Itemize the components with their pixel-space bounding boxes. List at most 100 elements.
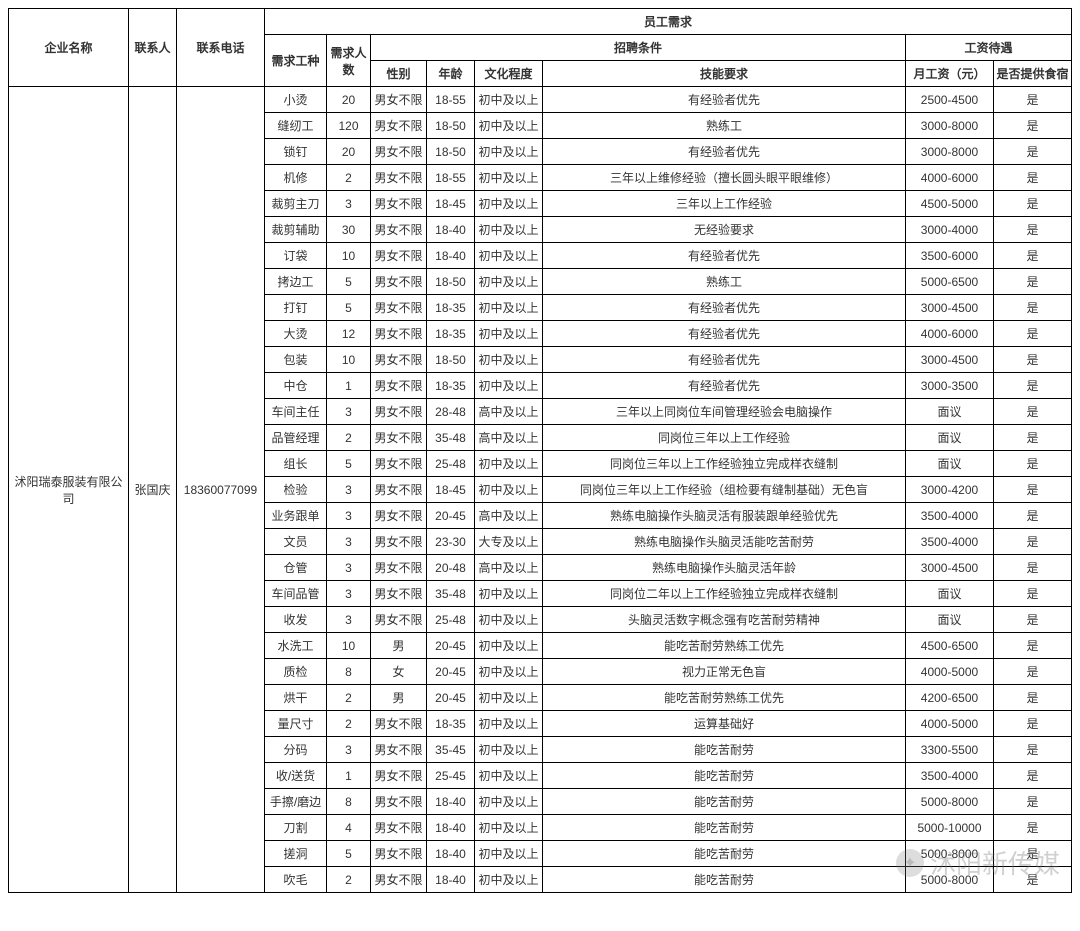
- cell-board: 是: [993, 789, 1071, 815]
- col-demand-group: 员工需求: [265, 9, 1072, 35]
- table-head: 企业名称 联系人 联系电话 员工需求 需求工种 需求人数 招聘条件 工资待遇 性…: [9, 9, 1072, 87]
- cell-count: 3: [327, 399, 371, 425]
- cell-skill: 能吃苦耐劳熟练工优先: [543, 685, 906, 711]
- cell-skill: 同岗位三年以上工作经验（组检要有缝制基础）无色盲: [543, 477, 906, 503]
- cell-gender: 男女不限: [371, 763, 427, 789]
- cell-salary: 3000-8000: [905, 113, 993, 139]
- cell-job: 机修: [265, 165, 327, 191]
- cell-board: 是: [993, 425, 1071, 451]
- cell-board: 是: [993, 165, 1071, 191]
- cell-skill: 熟练电脑操作头脑灵活年龄: [543, 555, 906, 581]
- cell-board: 是: [993, 607, 1071, 633]
- cell-skill: 视力正常无色盲: [543, 659, 906, 685]
- cell-skill: 同岗位三年以上工作经验: [543, 425, 906, 451]
- cell-skill: 有经验者优先: [543, 243, 906, 269]
- cell-job: 量尺寸: [265, 711, 327, 737]
- cell-edu: 高中及以上: [475, 399, 543, 425]
- cell-salary: 3500-4000: [905, 763, 993, 789]
- cell-count: 30: [327, 217, 371, 243]
- cell-gender: 男女不限: [371, 165, 427, 191]
- cell-board: 是: [993, 113, 1071, 139]
- table-body: 沭阳瑞泰服装有限公司张国庆18360077099小烫20男女不限18-55初中及…: [9, 87, 1072, 893]
- cell-age: 25-45: [427, 763, 475, 789]
- cell-gender: 男女不限: [371, 425, 427, 451]
- cell-skill: 头脑灵活数字概念强有吃苦耐劳精神: [543, 607, 906, 633]
- cell-edu: 初中及以上: [475, 607, 543, 633]
- cell-gender: 男女不限: [371, 269, 427, 295]
- cell-salary: 面议: [905, 399, 993, 425]
- cell-salary: 面议: [905, 581, 993, 607]
- cell-board: 是: [993, 763, 1071, 789]
- cell-salary: 4200-6500: [905, 685, 993, 711]
- cell-salary: 5000-8000: [905, 867, 993, 893]
- cell-edu: 初中及以上: [475, 139, 543, 165]
- cell-job: 水洗工: [265, 633, 327, 659]
- cell-count: 120: [327, 113, 371, 139]
- cell-gender: 男女不限: [371, 113, 427, 139]
- cell-age: 20-45: [427, 503, 475, 529]
- cell-age: 18-40: [427, 789, 475, 815]
- cell-gender: 男: [371, 685, 427, 711]
- cell-gender: 男女不限: [371, 87, 427, 113]
- cell-age: 18-55: [427, 165, 475, 191]
- cell-gender: 男女不限: [371, 815, 427, 841]
- cell-count: 8: [327, 789, 371, 815]
- cell-edu: 初中及以上: [475, 659, 543, 685]
- cell-skill: 能吃苦耐劳: [543, 815, 906, 841]
- cell-age: 25-48: [427, 451, 475, 477]
- cell-job: 刀割: [265, 815, 327, 841]
- cell-job: 业务跟单: [265, 503, 327, 529]
- cell-age: 18-40: [427, 841, 475, 867]
- cell-board: 是: [993, 529, 1071, 555]
- cell-gender: 男女不限: [371, 555, 427, 581]
- cell-edu: 初中及以上: [475, 789, 543, 815]
- col-contact: 联系人: [129, 9, 177, 87]
- cell-job: 拷边工: [265, 269, 327, 295]
- cell-edu: 初中及以上: [475, 217, 543, 243]
- cell-board: 是: [993, 867, 1071, 893]
- cell-age: 18-35: [427, 295, 475, 321]
- col-monthly: 月工资（元）: [905, 61, 993, 87]
- col-gender: 性别: [371, 61, 427, 87]
- cell-board: 是: [993, 373, 1071, 399]
- cell-job: 组长: [265, 451, 327, 477]
- cell-board: 是: [993, 503, 1071, 529]
- cell-edu: 大专及以上: [475, 529, 543, 555]
- col-phone: 联系电话: [177, 9, 265, 87]
- cell-board: 是: [993, 633, 1071, 659]
- cell-skill: 能吃苦耐劳: [543, 789, 906, 815]
- cell-job: 检验: [265, 477, 327, 503]
- cell-age: 18-35: [427, 373, 475, 399]
- cell-company: 沭阳瑞泰服装有限公司: [9, 87, 129, 893]
- cell-count: 8: [327, 659, 371, 685]
- col-edu: 文化程度: [475, 61, 543, 87]
- cell-gender: 男女不限: [371, 867, 427, 893]
- cell-job: 品管经理: [265, 425, 327, 451]
- col-skill: 技能要求: [543, 61, 906, 87]
- cell-gender: 男女不限: [371, 607, 427, 633]
- cell-salary: 5000-6500: [905, 269, 993, 295]
- cell-salary: 3000-4500: [905, 555, 993, 581]
- cell-age: 20-45: [427, 659, 475, 685]
- cell-board: 是: [993, 217, 1071, 243]
- cell-salary: 3000-3500: [905, 373, 993, 399]
- cell-salary: 4000-5000: [905, 659, 993, 685]
- cell-edu: 初中及以上: [475, 763, 543, 789]
- cell-gender: 男女不限: [371, 711, 427, 737]
- cell-job: 车间主任: [265, 399, 327, 425]
- cell-gender: 男女不限: [371, 217, 427, 243]
- cell-salary: 3000-4500: [905, 347, 993, 373]
- cell-count: 2: [327, 867, 371, 893]
- cell-skill: 三年以上维修经验（擅长圆头眼平眼维修）: [543, 165, 906, 191]
- cell-board: 是: [993, 451, 1071, 477]
- cell-salary: 面议: [905, 607, 993, 633]
- cell-count: 2: [327, 711, 371, 737]
- cell-count: 2: [327, 165, 371, 191]
- cell-skill: 能吃苦耐劳熟练工优先: [543, 633, 906, 659]
- cell-skill: 三年以上工作经验: [543, 191, 906, 217]
- cell-skill: 无经验要求: [543, 217, 906, 243]
- cell-board: 是: [993, 139, 1071, 165]
- cell-edu: 初中及以上: [475, 87, 543, 113]
- cell-age: 20-45: [427, 685, 475, 711]
- cell-board: 是: [993, 737, 1071, 763]
